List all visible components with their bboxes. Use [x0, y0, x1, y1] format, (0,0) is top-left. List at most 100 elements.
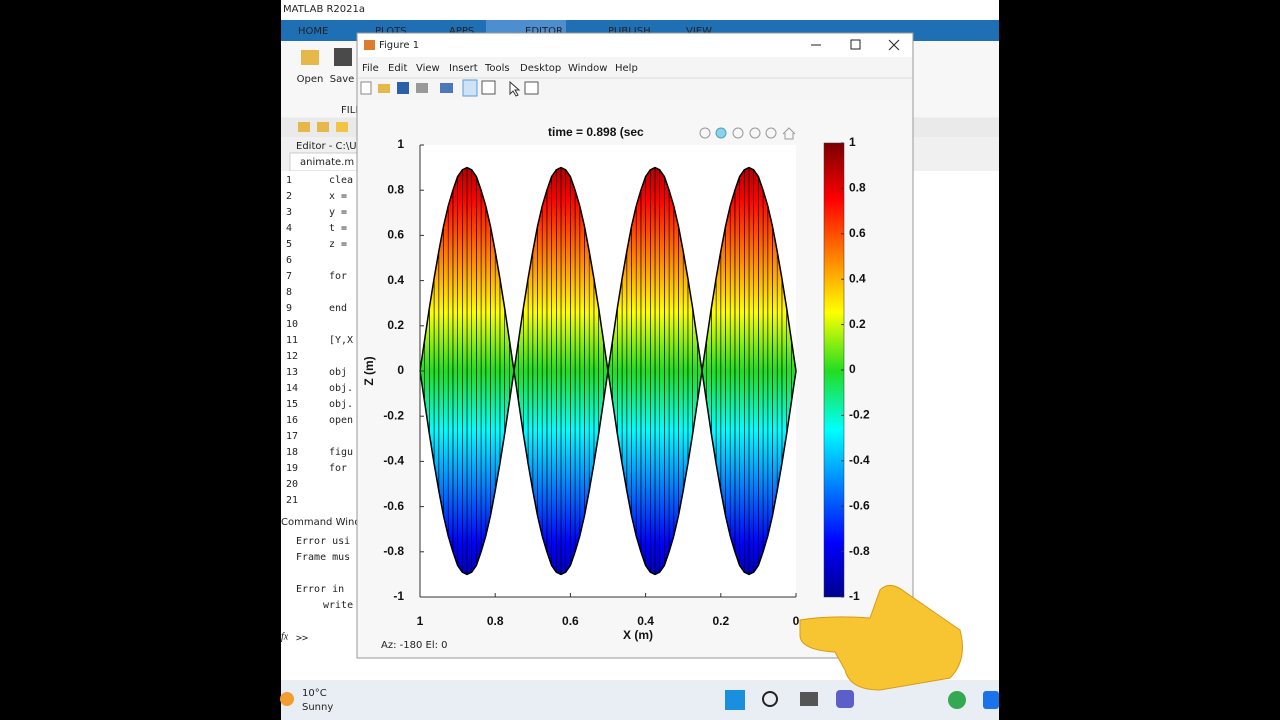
ribbon-tab[interactable]: APPS: [449, 26, 474, 37]
code-line: obj.: [329, 399, 353, 410]
colorbar-tick-label: -0.4: [849, 453, 870, 467]
colorbar-tick-label: 0.8: [849, 181, 866, 195]
colorbar-tick-label: -0.6: [849, 498, 870, 512]
open-icon: [301, 50, 319, 65]
code-line: for: [329, 463, 347, 474]
chart-title: time = 0.898 (sec: [548, 125, 644, 139]
line-number: 7: [286, 271, 292, 282]
editor-tab-label[interactable]: animate.m: [300, 157, 354, 168]
close-button[interactable]: [888, 39, 900, 51]
surface-patch: [748, 167, 755, 575]
open-icon[interactable]: [378, 84, 390, 93]
toolbar-icon[interactable]: [715, 127, 727, 139]
surface-patch: [551, 168, 557, 574]
new-icon[interactable]: [360, 81, 372, 95]
error-line: Error in: [296, 584, 344, 595]
tab-row: HOME PLOTS APPS EDITOR PUBLISH VIEW: [298, 26, 712, 37]
code-line: z =: [329, 239, 347, 250]
toolbar-icon[interactable]: [699, 127, 711, 139]
menu-item[interactable]: File: [362, 63, 379, 74]
surface-patch: [678, 226, 684, 516]
menu-item[interactable]: Desktop: [520, 63, 561, 74]
code-line: t =: [329, 223, 347, 234]
surface-patch: [631, 205, 637, 537]
surface-patch: [659, 168, 665, 574]
surface-patch: [471, 168, 477, 574]
zoom-out-icon[interactable]: [765, 127, 777, 139]
error-line: Error usi: [296, 536, 350, 547]
code-line: end: [329, 303, 347, 314]
surface-patch: [560, 167, 567, 575]
code-line: obj.: [329, 383, 353, 394]
code-line: for: [329, 271, 347, 282]
hand-pointer: [799, 585, 963, 691]
ribbon-tab[interactable]: HOME: [298, 26, 328, 37]
y-tick-label: -1: [393, 589, 404, 603]
task-view[interactable]: [800, 692, 818, 706]
menu-item[interactable]: Help: [615, 63, 638, 74]
ribbon-tab[interactable]: PLOTS: [375, 26, 407, 37]
menu-item[interactable]: Insert: [449, 63, 478, 74]
zoom-in-icon[interactable]: [749, 127, 761, 139]
maximize-button[interactable]: [850, 39, 861, 50]
menu-item[interactable]: Window: [568, 63, 607, 74]
weather: Sunny: [302, 702, 333, 713]
surface-patch: [772, 226, 778, 516]
surface-patch: [673, 205, 679, 537]
command-window-title: Command Windo: [281, 517, 367, 528]
colorbar-tick-label: -0.8: [849, 544, 870, 558]
error-line: Frame mus: [296, 552, 350, 563]
ribbon-tab[interactable]: PUBLISH: [608, 26, 651, 37]
weather-icon: [280, 692, 294, 706]
folder-icon: [298, 122, 310, 132]
colorbar-icon[interactable]: [462, 79, 478, 97]
code-line: figu: [329, 447, 353, 458]
ribbon-tab[interactable]: EDITOR: [525, 26, 563, 37]
pan-icon[interactable]: [732, 127, 744, 139]
line-number: 2: [286, 191, 292, 202]
pointer-icon[interactable]: [509, 80, 521, 97]
menu-item[interactable]: Edit: [388, 63, 407, 74]
surface-patch: [720, 226, 726, 516]
plot: -1 -0.8 -0.6 -0.4 -0.2 0 0.2 0.4 0.6 0.8 1 0 0.2 0.4 0…: [362, 125, 870, 642]
search-button[interactable]: [762, 691, 778, 707]
start-button[interactable]: [725, 690, 745, 710]
line-number: 20: [286, 479, 298, 490]
line-number: 12: [286, 351, 298, 362]
print-icon[interactable]: [416, 83, 428, 93]
ribbon-tab[interactable]: VIEW: [686, 26, 712, 37]
line-number: 13: [286, 367, 298, 378]
save-icon[interactable]: [397, 82, 409, 94]
link-icon[interactable]: [440, 83, 453, 93]
prompt[interactable]: >>: [296, 633, 308, 644]
legend-icon[interactable]: [481, 80, 496, 95]
folder-icon: [336, 122, 348, 132]
surface-patch: [461, 167, 468, 575]
y-tick-label: 0.8: [387, 182, 404, 196]
surface-patch: [668, 190, 675, 552]
surface-patch: [635, 190, 642, 552]
app-icon[interactable]: [983, 691, 999, 709]
y-tick-label: 0: [397, 363, 404, 377]
open-button[interactable]: Open: [297, 74, 324, 85]
y-tick-label: 0.4: [387, 273, 404, 287]
menu-item[interactable]: Tools: [484, 63, 510, 74]
line-number: 21: [286, 495, 298, 506]
figure-icon: [364, 40, 375, 50]
save-button[interactable]: Save: [330, 74, 355, 85]
lower-edge: [419, 370, 797, 576]
surface-patch: [584, 226, 590, 516]
home-icon[interactable]: [782, 127, 796, 140]
surface-patch: [541, 190, 548, 552]
section-label: FILE: [341, 105, 362, 116]
chrome[interactable]: [948, 691, 966, 709]
property-icon[interactable]: [524, 81, 539, 95]
menu-item[interactable]: View: [416, 63, 440, 74]
surface-patch: [729, 190, 736, 552]
folder-icon: [317, 122, 329, 132]
chat-button[interactable]: [836, 690, 854, 708]
command-output: Error usi Frame mus Error in write: [296, 536, 353, 611]
line-number: 5: [286, 239, 292, 250]
app-title: MATLAB R2021a: [283, 4, 365, 15]
